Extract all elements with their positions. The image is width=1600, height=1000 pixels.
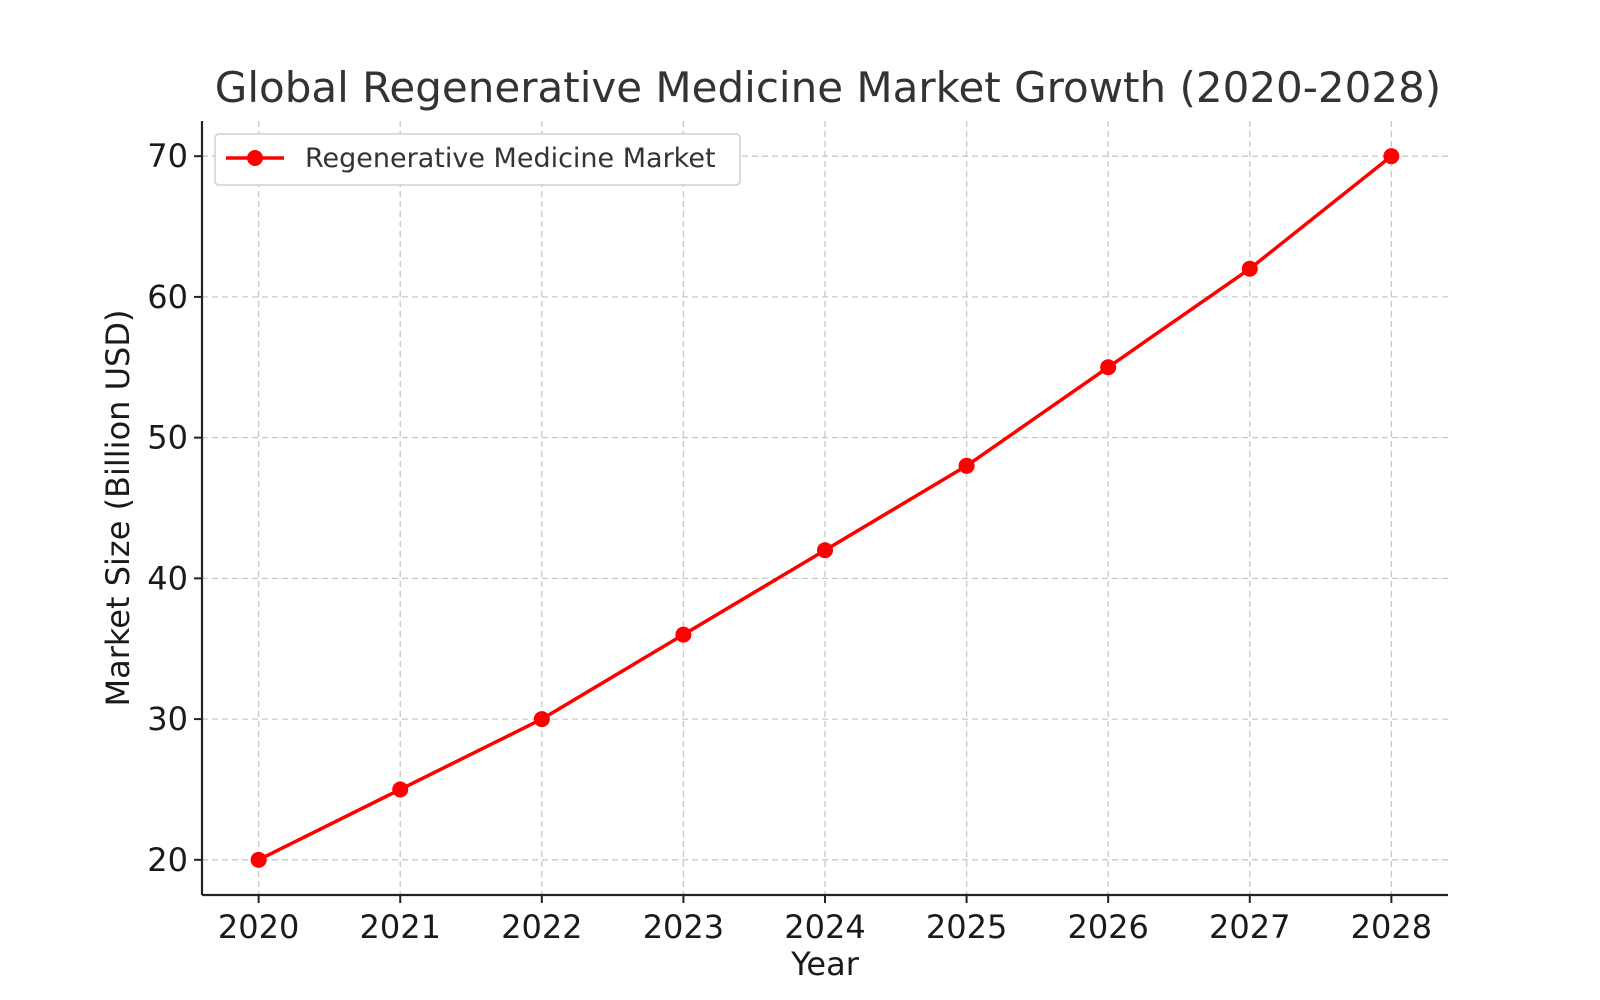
x-tick-label: 2027: [1209, 908, 1290, 946]
y-tick-label: 70: [147, 137, 188, 175]
data-point: [817, 542, 833, 559]
chart-title: Global Regenerative Medicine Market Grow…: [215, 63, 1441, 112]
x-tick-label: 2024: [784, 908, 865, 946]
y-axis-label: Market Size (Billion USD): [99, 310, 137, 707]
data-point: [1100, 359, 1117, 376]
x-axis-label: Year: [790, 945, 860, 983]
x-tick-label: 2020: [218, 908, 299, 946]
legend-frame: [214, 133, 741, 186]
x-tick-label: 2021: [360, 908, 441, 946]
data-point: [1383, 148, 1400, 165]
x-axis-ticks: 2020 2021 2022 2023 2024 2025 2026 2027 2028: [218, 895, 1432, 946]
x-tick-label: 2025: [926, 908, 1007, 946]
x-tick-label: 2026: [1067, 908, 1148, 946]
y-tick-label: 50: [147, 419, 188, 457]
y-tick-label: 40: [147, 559, 188, 597]
y-axis-ticks: 20 30 40 50 60 70: [147, 137, 202, 879]
grid: [202, 121, 1448, 895]
y-tick-label: 30: [147, 700, 188, 738]
x-tick-label: 2028: [1351, 908, 1432, 946]
y-tick-label: 60: [147, 278, 188, 316]
axes: [200, 121, 1448, 897]
y-tick-label: 20: [147, 841, 188, 879]
legend-entry-label: Regenerative Medicine Market: [305, 143, 716, 174]
series: [250, 148, 1400, 868]
x-tick-label: 2022: [501, 908, 582, 946]
data-point: [1241, 260, 1258, 277]
x-tick-label: 2023: [643, 908, 724, 946]
data-point: [392, 781, 409, 798]
data-point: [958, 457, 975, 474]
data-point: [250, 851, 267, 868]
data-point: [533, 711, 550, 728]
data-point: [675, 626, 692, 643]
legend-marker-icon: [247, 150, 263, 166]
legend: Regenerative Medicine Market: [214, 133, 741, 186]
